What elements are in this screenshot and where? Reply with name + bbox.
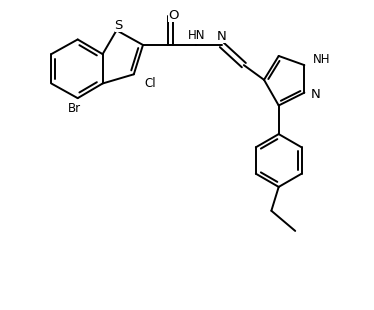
Text: NH: NH: [312, 53, 330, 66]
Text: N: N: [217, 30, 227, 43]
Text: Cl: Cl: [144, 77, 156, 90]
Text: O: O: [168, 9, 179, 22]
Text: Br: Br: [67, 102, 80, 115]
Text: N: N: [311, 88, 321, 101]
Text: HN: HN: [187, 29, 205, 42]
Text: S: S: [114, 20, 123, 32]
